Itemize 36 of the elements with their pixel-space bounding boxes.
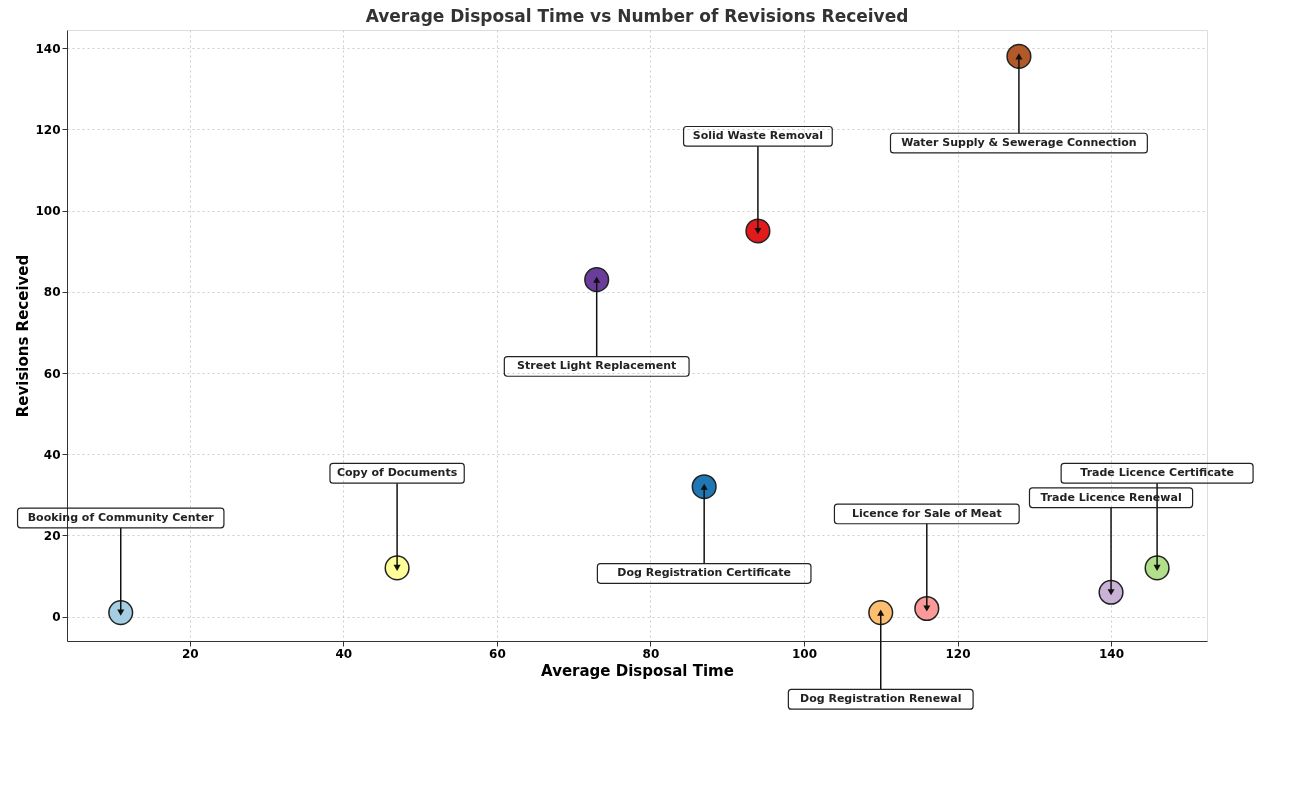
point <box>108 600 134 626</box>
point <box>691 474 717 500</box>
point <box>1098 579 1124 605</box>
x-tick-label: 60 <box>489 646 506 661</box>
annotation: Dog Registration Renewal <box>800 692 962 706</box>
x-tick-label: 140 <box>1099 646 1125 661</box>
point <box>584 267 610 293</box>
y-axis-title: Revisions Received <box>14 254 33 418</box>
y-tick-label: 20 <box>43 528 61 543</box>
point <box>1144 555 1170 581</box>
annotation: Licence for Sale of Meat <box>851 506 1002 520</box>
y-tick-label: 120 <box>35 122 61 137</box>
y-tick-label: 0 <box>52 610 61 625</box>
annotation: Copy of Documents <box>336 466 458 480</box>
annotation: Trade Licence Certificate <box>1080 466 1234 480</box>
y-tick-label: 100 <box>35 204 61 219</box>
y-tick-label: 140 <box>35 41 61 56</box>
point <box>868 600 894 626</box>
point <box>384 555 410 581</box>
y-tick-label: 60 <box>43 366 61 381</box>
x-tick-label: 40 <box>335 646 353 661</box>
x-tick-label: 120 <box>945 646 971 661</box>
x-tick-label: 20 <box>181 646 199 661</box>
annotation: Water Supply & Sewerage Connection <box>901 136 1137 150</box>
point <box>914 595 940 622</box>
annotation: Solid Waste Removal <box>692 129 824 143</box>
point <box>745 218 771 244</box>
point <box>1006 43 1032 69</box>
y-tick-label: 40 <box>43 447 61 462</box>
x-tick-label: 80 <box>642 646 660 661</box>
chart-title: Average Disposal Time vs Number of Revisions Received <box>365 6 909 26</box>
annotation: Dog Registration Certificate <box>617 566 792 580</box>
y-tick-label: 80 <box>43 285 61 300</box>
x-axis-title: Average Disposal Time <box>541 661 734 680</box>
annotation: Street Light Replacement <box>517 359 677 373</box>
x-tick-label: 100 <box>791 646 817 661</box>
